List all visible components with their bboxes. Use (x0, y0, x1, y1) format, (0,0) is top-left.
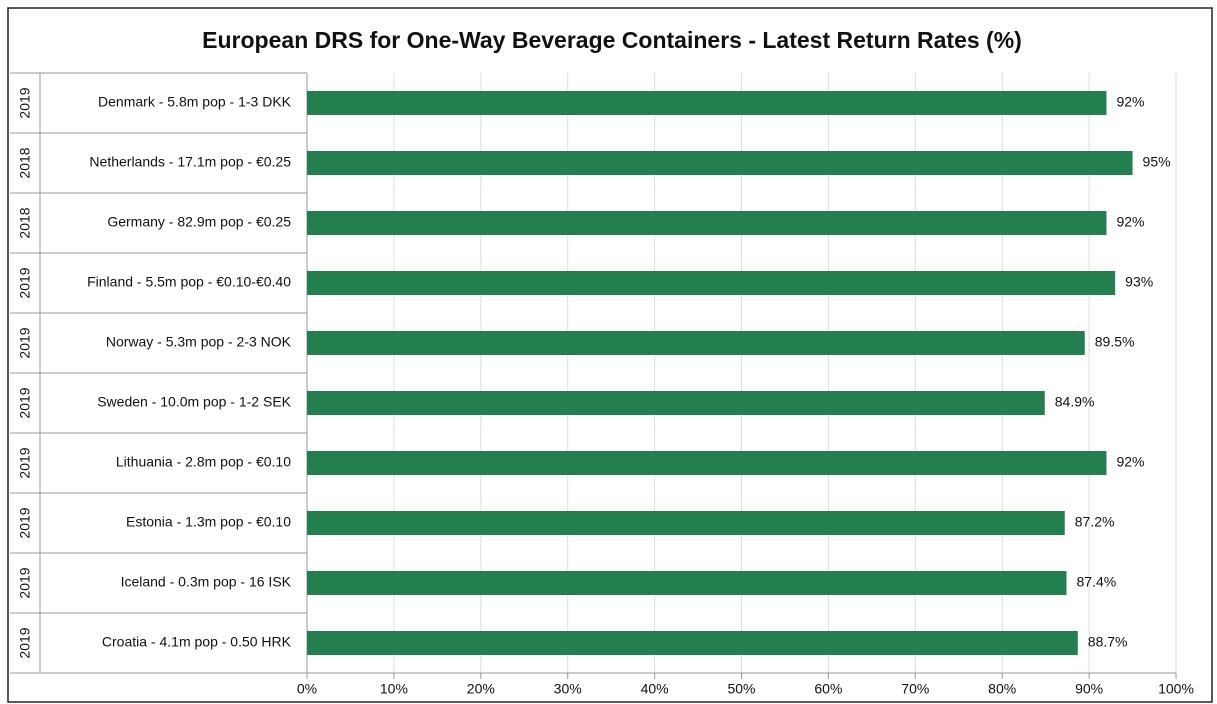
data-label: 92% (1116, 94, 1144, 110)
data-label: 84.9% (1055, 394, 1095, 410)
x-tick-label: 20% (467, 681, 495, 697)
data-label: 87.4% (1077, 574, 1117, 590)
bar (307, 391, 1045, 415)
year-label: 2019 (17, 447, 33, 478)
data-label: 92% (1116, 214, 1144, 230)
x-tick-label: 40% (641, 681, 669, 697)
year-label: 2018 (17, 147, 33, 178)
y-tick-label: Norway - 5.3m pop - 2-3 NOK (106, 334, 292, 350)
bar (307, 151, 1133, 175)
y-tick-label: Croatia - 4.1m pop - 0.50 HRK (102, 634, 292, 650)
year-label: 2019 (17, 267, 33, 298)
x-tick-label: 90% (1075, 681, 1103, 697)
y-tick-label: Iceland - 0.3m pop - 16 ISK (121, 574, 292, 590)
bar (307, 91, 1107, 115)
y-tick-label: Germany - 82.9m pop - €0.25 (107, 214, 291, 230)
year-label: 2018 (17, 207, 33, 238)
x-tick-label: 50% (727, 681, 755, 697)
data-label: 95% (1143, 154, 1171, 170)
x-tick-label: 0% (297, 681, 317, 697)
bar (307, 631, 1078, 655)
data-label: 93% (1125, 274, 1153, 290)
data-label: 88.7% (1088, 634, 1128, 650)
x-tick-label: 30% (554, 681, 582, 697)
data-label: 87.2% (1075, 514, 1115, 530)
bar (307, 451, 1107, 475)
x-tick-label: 100% (1158, 681, 1194, 697)
x-tick-label: 10% (380, 681, 408, 697)
bar (307, 571, 1067, 595)
data-label: 89.5% (1095, 334, 1135, 350)
x-tick-label: 80% (988, 681, 1016, 697)
y-tick-label: Finland - 5.5m pop - €0.10-€0.40 (87, 274, 291, 290)
y-tick-label: Lithuania - 2.8m pop - €0.10 (116, 454, 291, 470)
bar (307, 271, 1116, 295)
x-tick-label: 70% (901, 681, 929, 697)
year-label: 2019 (17, 387, 33, 418)
y-tick-label: Estonia - 1.3m pop - €0.10 (126, 514, 291, 530)
x-tick-label: 60% (814, 681, 842, 697)
year-label: 2019 (17, 327, 33, 358)
chart-title: European DRS for One-Way Beverage Contai… (202, 27, 1022, 53)
data-label: 92% (1116, 454, 1144, 470)
y-tick-label: Sweden - 10.0m pop - 1-2 SEK (97, 394, 291, 410)
y-tick-label: Netherlands - 17.1m pop - €0.25 (89, 154, 291, 170)
bar (307, 331, 1085, 355)
year-label: 2019 (17, 507, 33, 538)
year-label: 2019 (17, 567, 33, 598)
year-label: 2019 (17, 627, 33, 658)
y-tick-label: Denmark - 5.8m pop - 1-3 DKK (98, 94, 292, 110)
year-label: 2019 (17, 87, 33, 118)
bar (307, 511, 1065, 535)
bar (307, 211, 1107, 235)
